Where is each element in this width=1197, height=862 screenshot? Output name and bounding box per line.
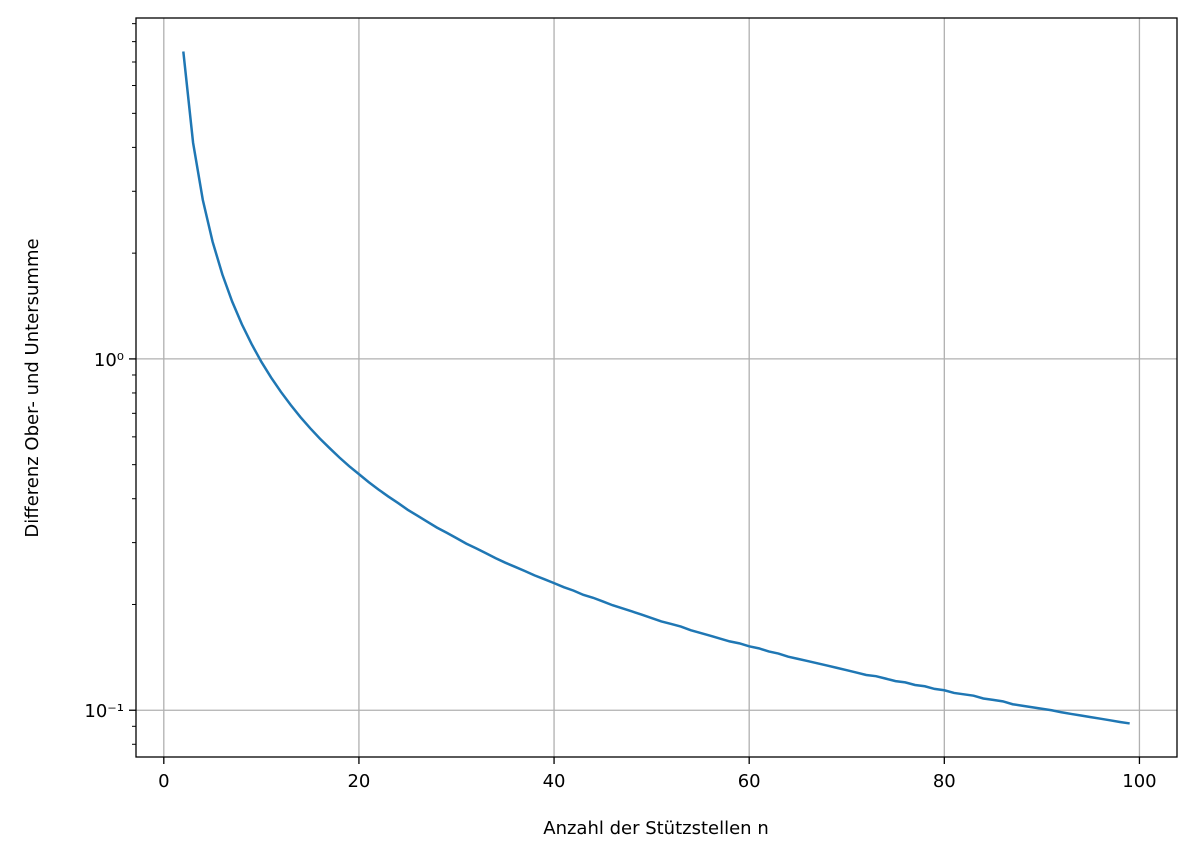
x-axis-label: Anzahl der Stützstellen n (543, 818, 768, 839)
y-tick-label: 10⁻¹ (84, 701, 124, 722)
x-tick-label: 100 (1122, 771, 1156, 792)
x-tick-label: 20 (347, 771, 370, 792)
x-tick-label: 60 (738, 771, 761, 792)
x-tick-label: 80 (933, 771, 956, 792)
data-line (182, 51, 1130, 725)
plot-frame (135, 17, 1178, 758)
x-tick-label: 40 (543, 771, 566, 792)
y-tick-label: 10⁰ (94, 350, 124, 371)
y-axis-label: Differenz Ober- und Untersumme (22, 238, 43, 537)
x-tick-label: 0 (158, 771, 169, 792)
